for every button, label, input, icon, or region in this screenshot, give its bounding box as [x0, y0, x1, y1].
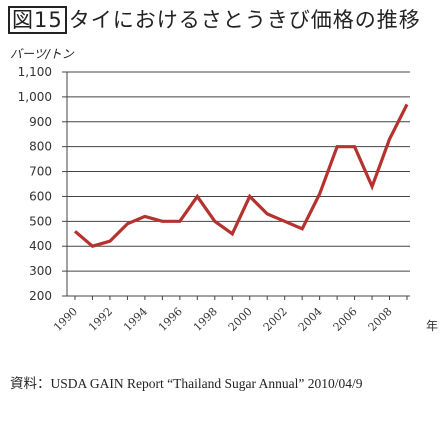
y-tick-label: 1,100: [18, 65, 52, 79]
series-layer: [73, 103, 409, 248]
x-tick-label: 2006: [331, 305, 360, 334]
figure-title: タイにおけるさとうきび価格の推移: [68, 8, 421, 32]
gridlines: [67, 71, 410, 297]
series-line: [73, 103, 409, 248]
y-tick-label: 200: [29, 289, 52, 303]
x-tick-label: 2002: [261, 305, 290, 334]
y-tick-label: 500: [29, 214, 52, 228]
y-tick-label: 400: [29, 239, 52, 253]
y-axis: 200 300 400 500 600 700 800 900 1,000 1,100: [18, 65, 68, 303]
y-tick-label: 600: [29, 189, 52, 203]
x-tick-label: 2000: [226, 305, 255, 334]
x-tick-label: 1992: [86, 305, 115, 334]
y-axis-unit: バーツ/トン: [10, 47, 74, 61]
chart-title: 図15 タイにおけるさとうきび価格の推移: [8, 4, 421, 34]
x-tick-label: 2008: [366, 305, 395, 334]
x-tick-label: 1998: [191, 305, 220, 334]
x-tick-label: 2004: [296, 305, 325, 334]
y-tick-label: 900: [29, 115, 52, 129]
x-axis: 1990 1992 1994 1996 1998 2000 2002 2004 2006 2008…: [51, 296, 438, 334]
source-note: 資料：USDA GAIN Report “Thailand Sugar Annu…: [10, 376, 363, 391]
y-tick-label: 300: [29, 264, 52, 278]
x-axis-label: 年: [426, 319, 438, 333]
x-tick-label: 1994: [121, 305, 150, 334]
x-tick-label: 1996: [156, 305, 185, 334]
figure-number: 図15: [8, 6, 67, 34]
y-tick-label: 700: [29, 165, 52, 179]
y-tick-label: 800: [29, 140, 52, 154]
x-tick-label: 1990: [51, 305, 80, 334]
y-tick-label: 1,000: [18, 90, 52, 104]
